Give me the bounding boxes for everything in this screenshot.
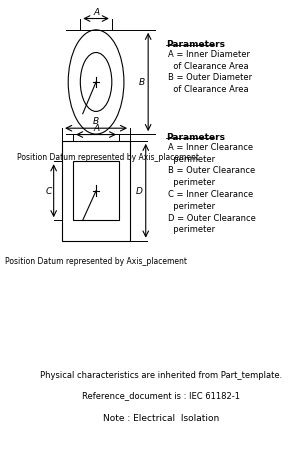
Text: Physical characteristics are inherited from Part_template.: Physical characteristics are inherited f… xyxy=(40,370,283,379)
Text: Position Datum represented by Axis_placement: Position Datum represented by Axis_place… xyxy=(5,257,187,266)
Text: A: A xyxy=(93,124,99,133)
Text: A: A xyxy=(93,8,99,17)
Text: B: B xyxy=(139,78,145,87)
Bar xyxy=(62,142,130,241)
Text: Reference_document is : IEC 61182-1: Reference_document is : IEC 61182-1 xyxy=(82,390,241,399)
Text: C: C xyxy=(46,187,52,196)
Text: Parameters: Parameters xyxy=(166,40,225,49)
Text: Parameters: Parameters xyxy=(166,132,225,142)
Text: Note : Electrical  Isolation: Note : Electrical Isolation xyxy=(103,413,220,422)
Text: B: B xyxy=(93,117,99,126)
Text: D: D xyxy=(136,187,143,196)
Bar xyxy=(73,162,119,221)
Text: Position Datum represented by Axis_placement: Position Datum represented by Axis_place… xyxy=(17,153,199,162)
Text: A = Inner Diameter
  of Clearance Area
B = Outer Diameter
  of Clearance Area: A = Inner Diameter of Clearance Area B =… xyxy=(168,50,252,94)
Text: A = Inner Clearance
  perimeter
B = Outer Clearance
  perimeter
C = Inner Cleara: A = Inner Clearance perimeter B = Outer … xyxy=(168,142,256,234)
